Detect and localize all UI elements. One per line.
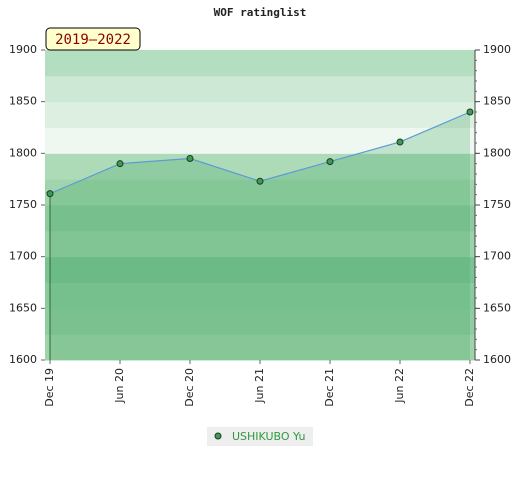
x-tick-label: Dec 22 [463, 368, 476, 407]
point [46, 190, 54, 198]
legend-label: USHIKUBO Yu [232, 430, 305, 443]
band [45, 256, 475, 283]
x-tick-label: Dec 19 [43, 368, 56, 407]
band [45, 230, 475, 258]
y-tick-label: 1900 [9, 43, 37, 56]
y2-tick-label: 1800 [483, 146, 511, 159]
band [45, 153, 475, 180]
y-tick-label: 1850 [9, 95, 37, 108]
area [50, 112, 470, 360]
x-tick-label: Jun 21 [253, 368, 266, 404]
y-tick-label: 1700 [9, 250, 37, 263]
band [45, 308, 475, 335]
y2-tick-label: 1750 [483, 198, 511, 211]
band [45, 282, 475, 309]
y2-tick-label: 1700 [483, 250, 511, 263]
legend-marker [214, 432, 222, 440]
background [45, 50, 475, 361]
band [45, 334, 475, 361]
point [396, 138, 404, 146]
y2-tick-label: 1900 [483, 43, 511, 56]
band [45, 101, 475, 128]
plot [46, 108, 474, 360]
x-tick-label: Jun 22 [393, 368, 406, 404]
badge: 2019–2022 [55, 32, 131, 48]
x-tick-label: Dec 20 [183, 368, 196, 407]
band [45, 75, 475, 103]
chart-title: WOF ratinglist [214, 6, 307, 19]
y2-tick-label: 1850 [483, 95, 511, 108]
y2-tick-label: 1650 [483, 301, 511, 314]
band [45, 50, 475, 77]
y-tick-label: 1800 [9, 146, 37, 159]
point [256, 177, 264, 185]
badge-box [45, 27, 141, 51]
x-tick-label: Dec 21 [323, 368, 336, 407]
point [466, 108, 474, 116]
point [186, 155, 194, 162]
y-tick-label: 1650 [9, 301, 37, 314]
y-tick-label: 1600 [9, 353, 37, 366]
y-tick-label: 1750 [9, 198, 37, 211]
point [326, 158, 334, 166]
point [116, 160, 124, 168]
x-tick-label: Jun 20 [113, 368, 126, 404]
y2-tick-label: 1600 [483, 353, 511, 366]
band [45, 205, 475, 232]
legend [207, 427, 313, 446]
